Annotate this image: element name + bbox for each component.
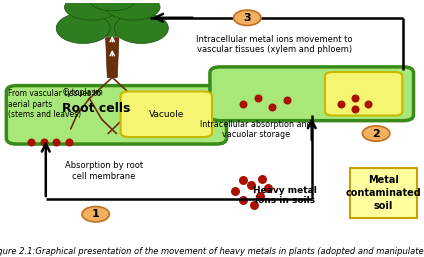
Point bbox=[283, 98, 290, 102]
Text: Metal
contaminated
soil: Metal contaminated soil bbox=[346, 175, 421, 211]
Circle shape bbox=[363, 126, 390, 141]
Point bbox=[240, 102, 246, 106]
Point bbox=[240, 178, 246, 182]
Point bbox=[352, 107, 359, 111]
Text: Intracellular absorption and
vacuolar storage: Intracellular absorption and vacuolar st… bbox=[200, 120, 312, 139]
Ellipse shape bbox=[106, 0, 160, 20]
Ellipse shape bbox=[89, 0, 135, 11]
FancyBboxPatch shape bbox=[350, 168, 417, 218]
Point bbox=[364, 102, 371, 106]
Point bbox=[250, 203, 257, 207]
Point bbox=[338, 102, 344, 106]
Ellipse shape bbox=[114, 13, 168, 43]
Text: 3: 3 bbox=[243, 13, 251, 23]
Point bbox=[269, 105, 276, 109]
Point bbox=[257, 194, 263, 198]
Ellipse shape bbox=[64, 0, 119, 20]
Text: Root cells: Root cells bbox=[62, 102, 131, 115]
Point bbox=[65, 140, 72, 144]
FancyBboxPatch shape bbox=[325, 72, 402, 116]
Point bbox=[248, 183, 255, 187]
Text: Intracellular metal ions movement to
vascular tissues (xylem and phloem): Intracellular metal ions movement to vas… bbox=[196, 35, 353, 54]
Point bbox=[352, 96, 359, 100]
Circle shape bbox=[234, 10, 261, 25]
Point bbox=[259, 177, 265, 181]
Text: 2: 2 bbox=[372, 128, 380, 139]
Text: From vascular tissues to
aerial parts
(stems and leaves): From vascular tissues to aerial parts (s… bbox=[8, 89, 102, 119]
Circle shape bbox=[82, 207, 109, 222]
Text: Cytoplasm: Cytoplasm bbox=[62, 88, 103, 97]
FancyBboxPatch shape bbox=[6, 86, 226, 144]
Point bbox=[254, 96, 261, 100]
Point bbox=[28, 140, 35, 144]
Point bbox=[232, 189, 238, 193]
Text: Figure 2.1:Graphical presentation of the movement of heavy metals in plants (ado: Figure 2.1:Graphical presentation of the… bbox=[0, 247, 424, 256]
Point bbox=[240, 198, 246, 202]
Ellipse shape bbox=[56, 13, 110, 43]
Point bbox=[53, 140, 59, 144]
Text: 1: 1 bbox=[92, 209, 100, 219]
Point bbox=[265, 186, 271, 190]
Text: Absorption by root
cell membrane: Absorption by root cell membrane bbox=[65, 161, 143, 181]
Point bbox=[40, 140, 47, 144]
Ellipse shape bbox=[77, 1, 148, 36]
Text: Heavy metal
ions in soils: Heavy metal ions in soils bbox=[253, 186, 317, 205]
FancyBboxPatch shape bbox=[210, 67, 413, 121]
Text: Vacuole: Vacuole bbox=[148, 110, 184, 119]
FancyBboxPatch shape bbox=[120, 91, 212, 137]
Polygon shape bbox=[106, 38, 119, 77]
